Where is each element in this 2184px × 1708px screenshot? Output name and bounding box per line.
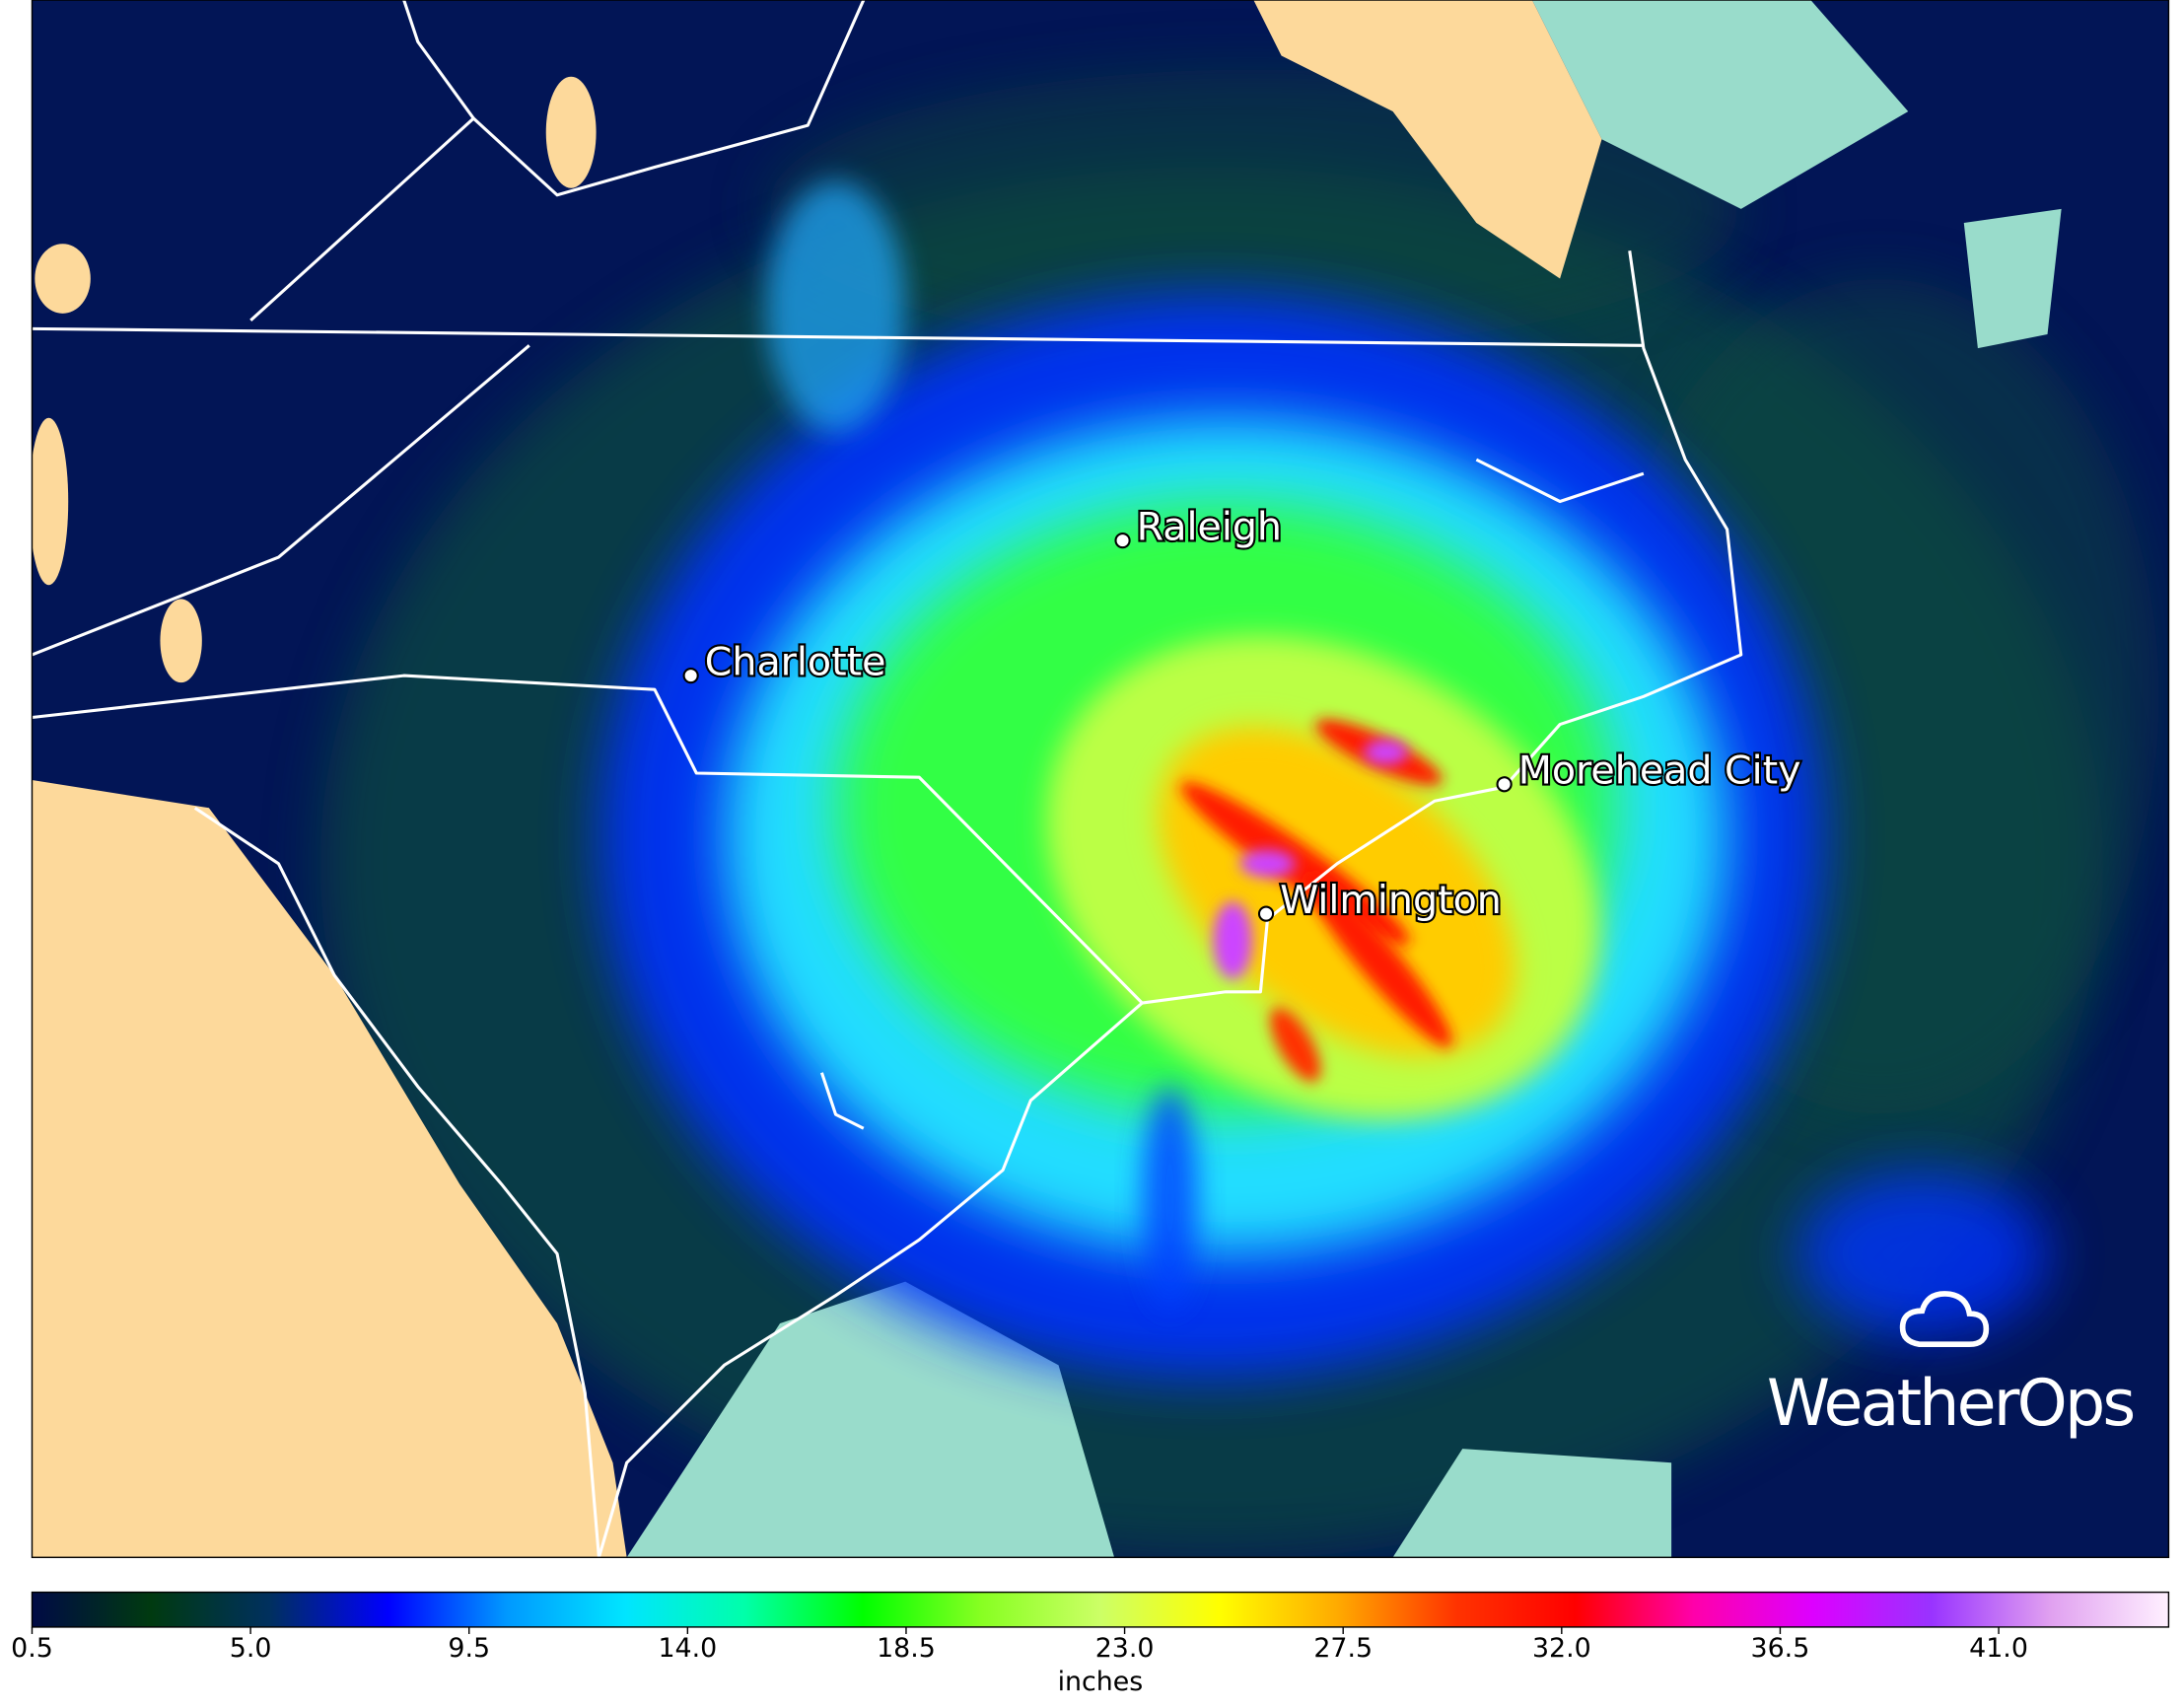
city-label: Charlotte	[705, 639, 886, 684]
city-marker	[1114, 532, 1131, 549]
tick-label: 23.0	[1095, 1633, 1155, 1664]
tick-label: 36.5	[1751, 1633, 1810, 1664]
city-label: Wilmington	[1280, 878, 1502, 923]
colorbar-scale	[31, 1591, 2170, 1628]
city-label: Morehead City	[1518, 747, 1801, 793]
city-label: Raleigh	[1137, 504, 1282, 549]
colorbar: inches 0.5 5.0 9.5 14.0 18.5 23.0 27.5 32.0 36.5…	[11, 1591, 2170, 1697]
map-field	[32, 0, 2169, 1558]
colorbar-label: inches	[1058, 1667, 1144, 1697]
city-marker	[682, 667, 699, 684]
tick-label: 41.0	[1969, 1633, 2028, 1664]
tick-label: 32.0	[1532, 1633, 1591, 1664]
tick-label: 5.0	[230, 1633, 272, 1664]
city-labels: Raleigh Charlotte Morehead City Wilmington	[682, 502, 1803, 925]
tick-label: 18.5	[877, 1633, 936, 1664]
tick-label: 14.0	[658, 1633, 717, 1664]
city-marker	[1496, 776, 1513, 793]
logo-text: WeatherOps	[1767, 1367, 2134, 1441]
tick-label: 0.5	[11, 1633, 53, 1664]
tick-label: 9.5	[448, 1633, 490, 1664]
tick-label: 27.5	[1313, 1633, 1373, 1664]
city-marker	[1257, 905, 1275, 922]
logo: WeatherOps	[1767, 1291, 2136, 1441]
